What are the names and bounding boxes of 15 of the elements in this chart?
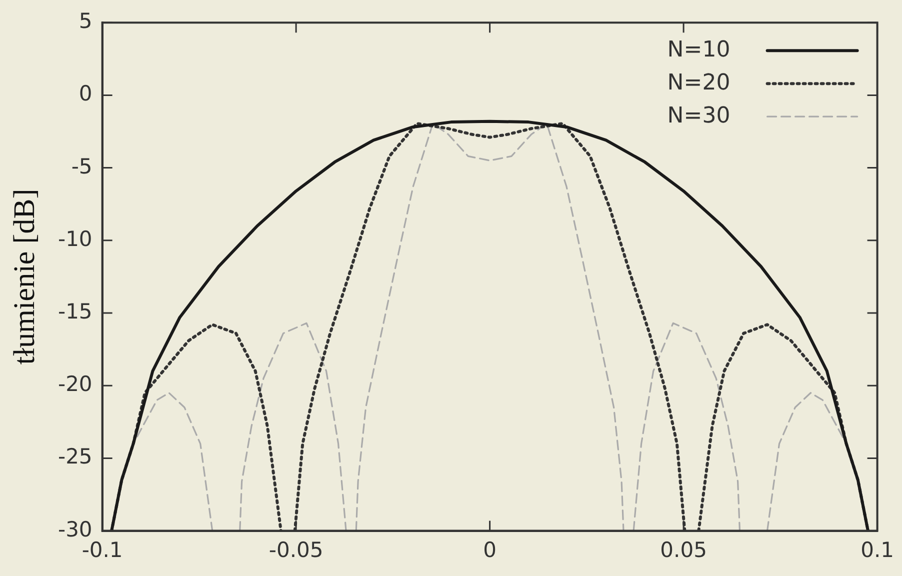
y-tick-label: -15 [58, 299, 92, 324]
x-tick-label: 0.05 [660, 538, 707, 562]
y-tick-label: -25 [58, 444, 92, 469]
y-tick-label: 0 [78, 82, 92, 106]
y-tick-label: -20 [58, 372, 92, 396]
x-tick-label: 0 [483, 538, 496, 562]
legend-label: N=10 [667, 37, 730, 62]
legend-label: N=20 [667, 70, 730, 96]
y-tick-label: -5 [71, 154, 92, 178]
y-tick-label: 5 [78, 9, 92, 34]
legend-label: N=30 [667, 103, 730, 128]
y-axis-title: tłumienie [dB] [8, 188, 41, 365]
x-tick-label: 0.1 [860, 538, 894, 562]
x-tick-label: -0.05 [268, 538, 324, 562]
y-tick-label: -10 [58, 226, 92, 251]
